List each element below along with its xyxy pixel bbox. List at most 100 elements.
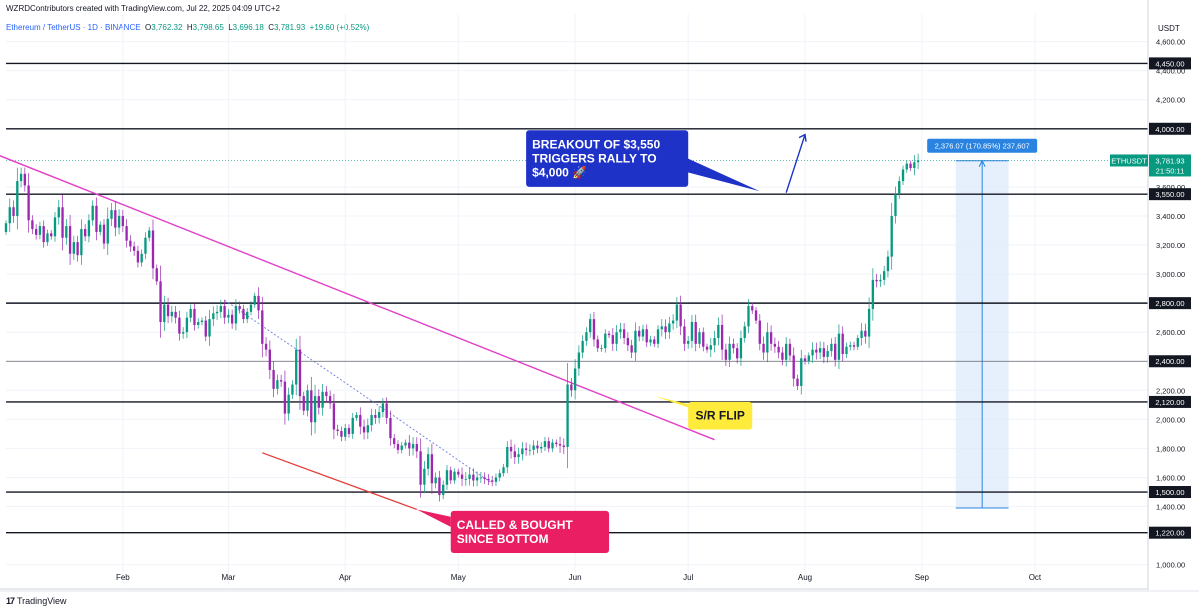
candle-body bbox=[607, 333, 611, 336]
candle bbox=[223, 299, 226, 324]
candle-body bbox=[257, 295, 260, 311]
candle bbox=[204, 315, 207, 342]
support-trendline bbox=[262, 452, 418, 511]
candle-body bbox=[460, 474, 464, 479]
candle bbox=[581, 335, 584, 359]
candle-body bbox=[155, 268, 158, 282]
tradingview-logo[interactable]: 17 TradingView bbox=[6, 596, 67, 606]
candle-body bbox=[351, 417, 354, 434]
candle bbox=[19, 167, 23, 188]
candle bbox=[803, 354, 807, 365]
candle bbox=[732, 338, 735, 354]
candle bbox=[871, 268, 875, 321]
candle-body bbox=[95, 205, 98, 232]
candle-body bbox=[197, 322, 200, 325]
candle bbox=[46, 229, 49, 246]
candle-body bbox=[68, 226, 72, 254]
candle-body bbox=[728, 343, 731, 360]
candle bbox=[754, 307, 758, 324]
candle-body bbox=[860, 330, 863, 339]
candle-body bbox=[136, 250, 140, 263]
candle-body bbox=[573, 368, 577, 391]
candle bbox=[242, 304, 245, 324]
candle-body bbox=[61, 207, 64, 238]
candle-body bbox=[464, 478, 467, 480]
candle bbox=[834, 337, 837, 367]
candle bbox=[751, 302, 754, 315]
candle-body bbox=[193, 308, 196, 325]
low-value: 3,696.18 bbox=[232, 23, 264, 32]
candle-body bbox=[494, 477, 498, 482]
candle bbox=[837, 324, 841, 370]
candle-body bbox=[898, 181, 901, 195]
candle bbox=[246, 308, 249, 323]
candle-body bbox=[600, 348, 603, 349]
candle bbox=[117, 209, 121, 235]
candle-body bbox=[536, 445, 539, 449]
candle-body bbox=[125, 226, 128, 241]
candle bbox=[249, 301, 253, 316]
candle bbox=[536, 440, 539, 454]
candle bbox=[562, 438, 565, 455]
level-price-label: 3,550.00 bbox=[1155, 190, 1184, 199]
candle bbox=[434, 472, 437, 489]
candle bbox=[27, 173, 30, 233]
candle bbox=[660, 319, 663, 337]
candle bbox=[238, 301, 241, 314]
x-tick-label: Oct bbox=[1029, 573, 1042, 582]
symbol-title[interactable]: Ethereum / TetherUS · 1D · BINANCE bbox=[6, 23, 141, 32]
candle-body bbox=[781, 352, 784, 360]
candle-body bbox=[849, 345, 852, 347]
candle bbox=[87, 214, 91, 243]
candle bbox=[328, 390, 332, 409]
candle bbox=[102, 219, 106, 250]
candle bbox=[705, 343, 709, 353]
candle bbox=[653, 336, 656, 348]
candle-body bbox=[589, 319, 592, 333]
candle bbox=[901, 165, 905, 186]
candle bbox=[570, 378, 573, 397]
candle bbox=[649, 335, 652, 347]
candle bbox=[144, 232, 147, 260]
candle bbox=[551, 439, 554, 452]
candle bbox=[886, 250, 890, 278]
candle bbox=[634, 322, 637, 361]
candle-body bbox=[102, 224, 106, 244]
y-tick-label: 2,000.00 bbox=[1156, 415, 1185, 424]
candle bbox=[502, 463, 505, 477]
candle bbox=[766, 322, 769, 363]
candle bbox=[325, 385, 328, 402]
candle-body bbox=[521, 448, 524, 455]
candle-body bbox=[302, 396, 305, 411]
candle bbox=[898, 176, 901, 199]
candle bbox=[913, 154, 916, 176]
candle bbox=[592, 312, 596, 347]
candle bbox=[773, 337, 777, 353]
candle-body bbox=[638, 330, 641, 337]
candle bbox=[604, 329, 607, 353]
descending-trendline bbox=[0, 155, 715, 441]
candle bbox=[151, 219, 155, 280]
candle bbox=[336, 424, 339, 436]
candle bbox=[822, 341, 826, 364]
y-tick-label: 4,400.00 bbox=[1156, 67, 1185, 76]
tradingview-logo-text: TradingView bbox=[17, 596, 67, 606]
candle-body bbox=[555, 442, 558, 445]
candle bbox=[558, 436, 562, 453]
candles bbox=[4, 153, 920, 502]
candle-body bbox=[743, 326, 746, 339]
candle bbox=[532, 440, 535, 456]
candle bbox=[905, 160, 908, 173]
candle bbox=[626, 332, 630, 352]
callout-breakout-pointer bbox=[676, 153, 760, 192]
candle bbox=[487, 474, 490, 486]
candle-body bbox=[114, 210, 117, 228]
candle bbox=[347, 424, 351, 438]
candle bbox=[830, 338, 833, 357]
candle bbox=[396, 440, 400, 454]
candle bbox=[4, 220, 8, 235]
candle bbox=[728, 336, 731, 368]
candle bbox=[713, 330, 716, 353]
